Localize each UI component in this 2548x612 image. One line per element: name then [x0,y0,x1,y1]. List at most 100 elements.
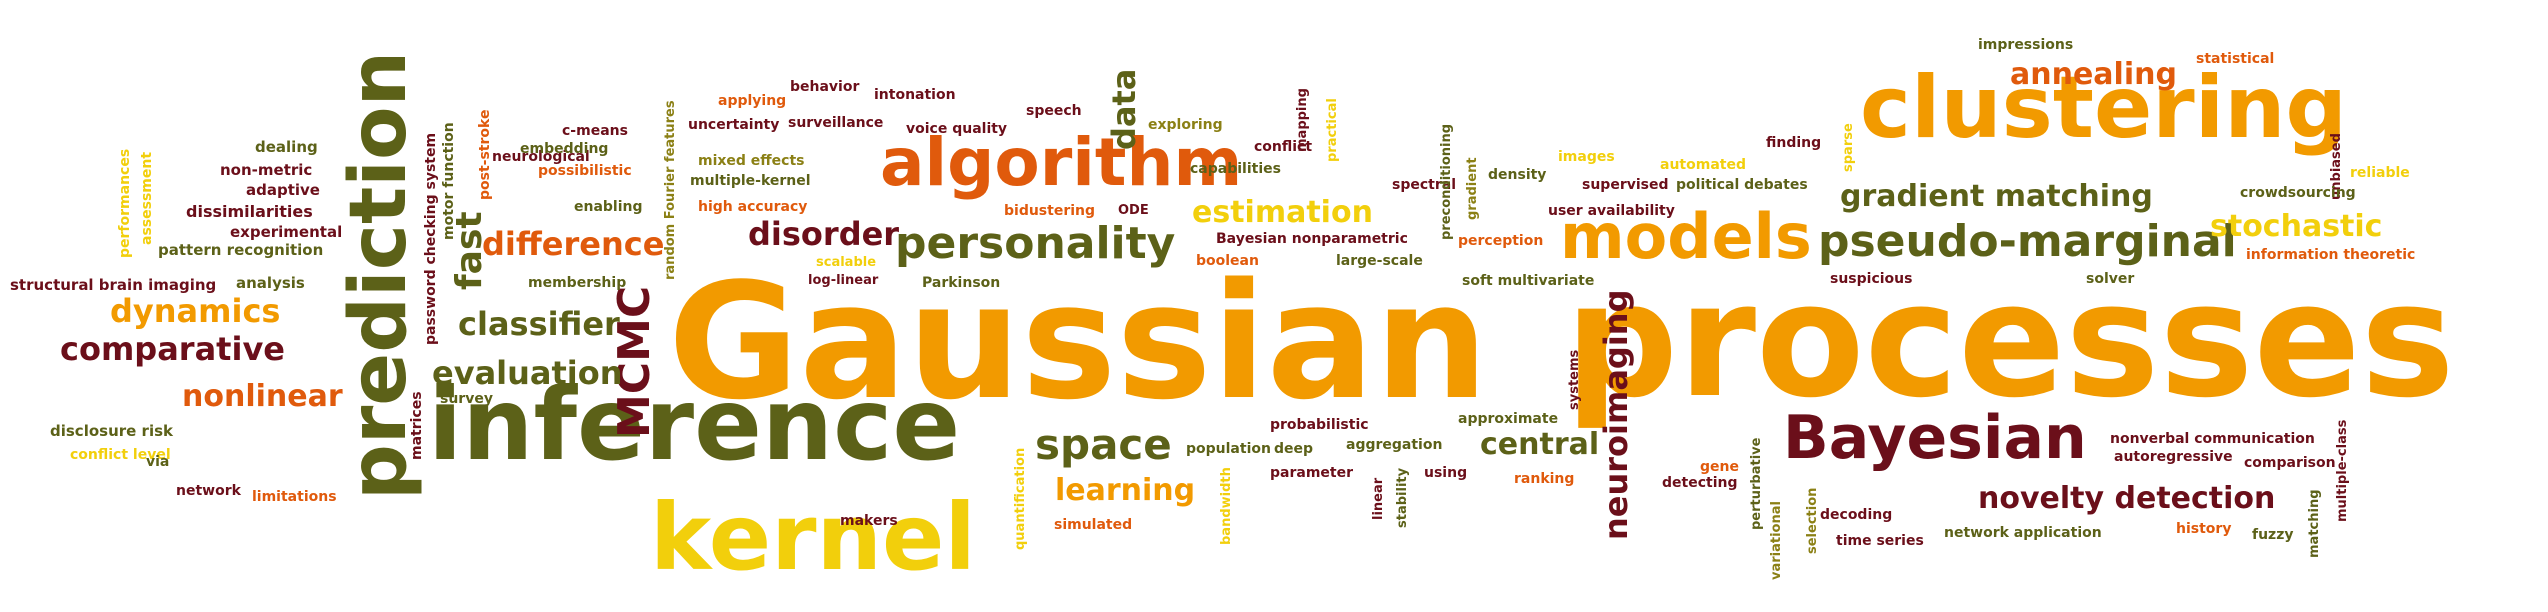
word-simulated: simulated [1054,517,1133,533]
word-central: central [1480,427,1600,462]
word-disclosure-risk: disclosure risk [50,422,173,440]
word-pattern-recognition: pattern recognition [158,241,324,259]
word-time-series: time series [1836,533,1924,549]
word-survey: survey [440,391,493,407]
word-fuzzy: fuzzy [2252,527,2294,543]
word-boolean: boolean [1196,253,1259,269]
word-neuroimaging: neuroimaging [1597,289,1635,541]
word-comparative: comparative [60,330,285,368]
word-probabilistic: probabilistic [1270,417,1369,433]
word-dissimilarities: dissimilarities [186,202,313,221]
word-bayesian-nonparametric: Bayesian nonparametric [1216,231,1408,247]
word-bandwidth: bandwidth [1219,467,1234,545]
word-difference: difference [482,225,665,263]
word-personality: personality [895,218,1176,269]
word-scalable: scalable [816,255,877,270]
word-ranking: ranking [1514,471,1575,487]
word-decoding: decoding [1820,507,1893,523]
word-novelty-detection: novelty detection [1978,481,2276,516]
word-disorder: disorder [748,215,900,253]
word-network-application: network application [1944,525,2102,541]
word-images: images [1558,149,1615,165]
word-makers: makers [840,513,898,529]
word-approximate: approximate [1458,411,1559,427]
word-gaussian: Gaussian [668,248,1489,435]
word-adaptive: adaptive [246,181,320,199]
word-user-availability: user availability [1548,203,1675,219]
word-network: network [176,483,241,499]
word-reliable: reliable [2350,165,2410,181]
word-conflict-level: conflict level [70,447,171,463]
word-political-debates: political debates [1676,177,1808,193]
word-stochastic: stochastic [2210,209,2383,244]
word-supervised: supervised [1582,177,1669,193]
word-limitations: limitations [252,489,337,505]
word-density: density [1488,167,1547,183]
word-history: history [2176,521,2232,537]
word-password-checking-system: password checking system [423,132,439,345]
word-motor-function: motor function [441,122,457,240]
word-models: models [1560,200,1812,273]
word-processes: processes [1565,249,2455,433]
word-nonverbal-communication: nonverbal communication [2110,431,2315,447]
word-deep: deep [1274,441,1314,457]
word-annealing: annealing [2010,57,2177,92]
word-aggregation: aggregation [1346,437,1443,453]
word-enabling: enabling [574,199,643,215]
word-kernel: kernel [650,484,976,591]
word-speech: speech [1026,103,1082,119]
word-neurological: neurological [492,149,590,165]
word-mapping: mapping [1295,88,1310,152]
word-log-linear: log-linear [808,273,879,288]
word-variational: variational [1769,501,1784,580]
word-systems: systems [1567,349,1582,410]
word-data: data [1105,68,1143,150]
word-fast: fast [449,211,490,290]
word-practical: practical [1325,98,1340,162]
word-performances: performances [117,148,133,258]
word-spectral: spectral [1392,177,1456,193]
word-finding: finding [1766,135,1822,151]
word-dynamics: dynamics [110,292,281,330]
word-post-stroke: post-stroke [477,109,493,200]
word-uncertainty: uncertainty [688,117,780,133]
word-ode: ODE [1118,203,1149,218]
word-selection: selection [1805,487,1820,554]
word-classifier: classifier [458,305,620,343]
word-surveillance: surveillance [788,115,884,131]
word-sparse: sparse [1841,123,1856,172]
word-clustering: clustering [1860,58,2347,158]
word-via: via [146,454,170,470]
word-crowdsourcing: crowdsourcing [2240,185,2356,201]
word-membership: membership [528,275,627,291]
word-gradient-matching: gradient matching [1840,179,2153,214]
word-estimation: estimation [1192,195,1373,230]
word-bidustering: bidustering [1004,203,1096,219]
word-perception: perception [1458,233,1544,249]
word-multiple-class: multiple-class [2335,419,2350,522]
word-behavior: behavior [790,79,860,95]
word-mixed-effects: mixed effects [698,153,805,169]
word-solver: solver [2086,271,2135,287]
word-large-scale: large-scale [1336,253,1423,269]
word-high-accuracy: high accuracy [698,199,808,215]
word-perturbative: perturbative [1749,437,1764,530]
word-nonlinear: nonlinear [182,379,343,414]
word-voice-quality: voice quality [906,121,1008,137]
word-information-theoretic: information theoretic [2246,247,2416,263]
word-stability: stability [1395,467,1410,528]
word-non-metric: non-metric [220,161,313,179]
word-gene: gene [1700,459,1739,475]
word-exploring: exploring [1148,117,1223,133]
word-comparison: comparison [2244,455,2336,471]
word-algorithm: algorithm [880,124,1243,201]
word-analysis: analysis [236,274,305,292]
word-dealing: dealing [255,138,318,156]
word-bayesian: Bayesian [1783,403,2087,473]
word-assessment: assessment [139,151,155,245]
word-intonation: intonation [874,87,956,103]
word-statistical: statistical [2196,51,2275,67]
word-evaluation: evaluation [432,354,623,392]
word-preconditioning: preconditioning [1439,123,1454,240]
